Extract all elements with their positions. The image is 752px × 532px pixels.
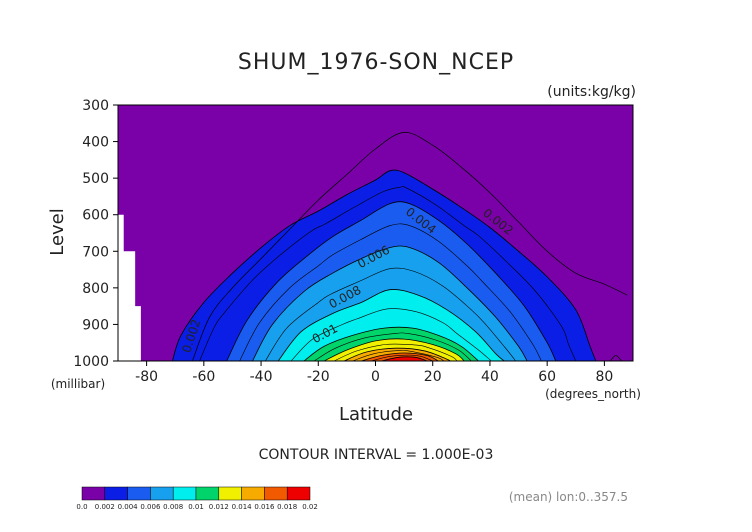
contour-line bbox=[303, 326, 479, 362]
chart-title: SHUM_1976-SON_NCEP bbox=[238, 50, 514, 75]
colorbar-swatch bbox=[81, 486, 106, 501]
contour-line bbox=[290, 308, 492, 362]
y-tick-label: 300 bbox=[82, 98, 109, 114]
contour-line bbox=[239, 223, 542, 362]
contour-line bbox=[265, 267, 516, 362]
x-tick-label: 80 bbox=[595, 369, 613, 385]
colorbar-label: 0.012 bbox=[209, 503, 229, 511]
colorbar-swatch bbox=[264, 486, 288, 501]
contour-line bbox=[226, 201, 557, 362]
contour-line bbox=[199, 186, 577, 362]
y-axis-units: (millibar) bbox=[51, 377, 105, 391]
units-label: (units:kg/kg) bbox=[547, 84, 636, 100]
y-tick-label: 400 bbox=[82, 135, 109, 151]
colorbar-label: 0.008 bbox=[163, 503, 183, 511]
colorbar-label: 0.014 bbox=[232, 503, 253, 511]
colorbar-swatch bbox=[218, 486, 242, 501]
contour-line bbox=[313, 332, 472, 362]
colorbar-swatch bbox=[150, 486, 174, 501]
y-tick-label: 1000 bbox=[73, 354, 109, 370]
colorbar-label: 0.016 bbox=[254, 503, 275, 511]
colorbar-label: 0.0 bbox=[76, 503, 87, 511]
footer-note: (mean) lon:0..357.5 bbox=[509, 490, 628, 504]
contour-line bbox=[277, 289, 505, 362]
contour-line bbox=[333, 343, 458, 362]
colorbar-label: 0.006 bbox=[140, 503, 161, 511]
contour-line bbox=[343, 347, 451, 362]
colorbar-swatch bbox=[172, 486, 197, 501]
contour-line bbox=[371, 354, 433, 362]
y-tick-label: 600 bbox=[82, 208, 109, 224]
colorbar-label: 0.01 bbox=[188, 503, 204, 511]
x-tick-label: 40 bbox=[481, 369, 499, 385]
colorbar-label: 0.02 bbox=[302, 503, 318, 511]
colorbar-label: 0.002 bbox=[95, 503, 115, 511]
x-tick-label: 20 bbox=[424, 369, 442, 385]
colorbar: 0.0 0.002 0.004 0.006 0.008 0.01 0.012 0.014 0.0… bbox=[76, 486, 318, 511]
colorbar-swatch bbox=[104, 486, 128, 501]
y-tick-label: 800 bbox=[82, 281, 109, 297]
y-axis-label: Level bbox=[47, 208, 68, 256]
contour-line-0001 bbox=[192, 132, 628, 362]
y-axis: 300 400 500 600 700 800 900 1000 bbox=[73, 98, 118, 370]
y-tick-label: 700 bbox=[82, 244, 109, 260]
contour-line bbox=[609, 355, 622, 362]
colorbar-swatch bbox=[286, 486, 311, 501]
x-tick-label: 60 bbox=[538, 369, 556, 385]
x-axis-units: (degrees_north) bbox=[545, 387, 641, 401]
colorbar-swatch bbox=[241, 486, 265, 501]
x-axis-label: Latitude bbox=[339, 404, 413, 425]
band-9 bbox=[381, 356, 427, 361]
missing-data-mask bbox=[118, 214, 141, 361]
contour-line bbox=[352, 350, 445, 362]
x-tick-label: -40 bbox=[250, 369, 273, 385]
x-axis: -80 -60 -40 -20 0 20 40 60 80 bbox=[135, 361, 613, 385]
colorbar-swatch bbox=[195, 486, 220, 501]
contour-line bbox=[252, 245, 528, 362]
y-tick-label: 500 bbox=[82, 171, 109, 187]
contour-line bbox=[323, 338, 465, 362]
x-tick-label: -80 bbox=[135, 369, 158, 385]
x-tick-label: -20 bbox=[307, 369, 330, 385]
x-tick-label: 0 bbox=[371, 369, 380, 385]
contour-line bbox=[361, 352, 439, 362]
colorbar-label: 0.004 bbox=[118, 503, 139, 511]
x-tick-label: -60 bbox=[192, 369, 215, 385]
contour-interval-text: CONTOUR INTERVAL = 1.000E-03 bbox=[259, 447, 494, 463]
y-tick-label: 900 bbox=[82, 317, 109, 333]
contour-line bbox=[381, 356, 428, 362]
colorbar-label: 0.018 bbox=[277, 503, 297, 511]
colorbar-swatch bbox=[127, 486, 151, 501]
contour-line bbox=[172, 169, 597, 362]
